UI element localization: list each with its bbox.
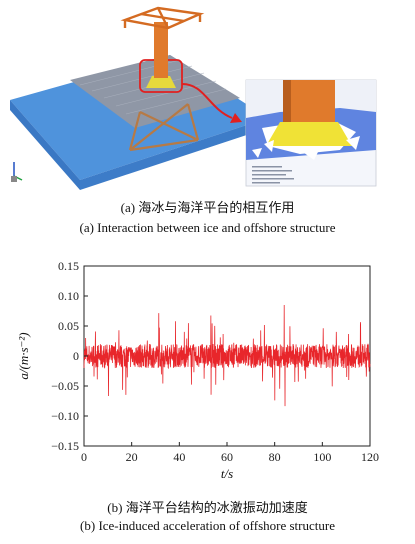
jacket-structure: [128, 103, 200, 152]
platform-column: [154, 22, 168, 78]
figure-a-caption-cn: (a) 海冰与海洋平台的相互作用: [120, 200, 295, 215]
y-axis-label: a/(m·s⁻²): [16, 332, 31, 379]
ice-cone: [146, 76, 176, 88]
acceleration-series-line: [83, 304, 371, 407]
figure-a-caption-en: (a) Interaction between ice and offshore…: [79, 220, 336, 235]
x-tick-label: 60: [221, 450, 233, 464]
sea-block-side: [10, 100, 80, 190]
acceleration-chart: 0.15 0.10 0.05 0 −0.05 −0.10 −0.15 0 20 40 60 80 10…: [16, 259, 379, 481]
x-tick-label: 120: [361, 450, 379, 464]
y-tick-label: 0.15: [58, 259, 79, 273]
zoom-inset: [245, 79, 377, 187]
deck-frame: [120, 6, 205, 30]
y-tick-label: −0.05: [51, 379, 79, 393]
zoom-arrow: [181, 83, 233, 119]
arrow-head-icon: [230, 113, 242, 123]
x-tick-label: 20: [126, 450, 138, 464]
sea-block-front: [80, 118, 268, 190]
figure-b-caption-cn: (b) 海洋平台结构的冰激振动加速度: [107, 500, 308, 515]
y-tick-label: 0.10: [58, 289, 79, 303]
y-tick-label: 0: [73, 349, 79, 363]
x-tick-label: 40: [173, 450, 185, 464]
axis-triad-icon: [11, 162, 23, 182]
x-tick-label: 100: [313, 450, 331, 464]
x-axis-label: t/s: [221, 466, 233, 481]
y-tick-label: −0.15: [51, 439, 79, 453]
x-tick-label: 0: [81, 450, 87, 464]
x-tick-label: 80: [269, 450, 281, 464]
y-tick-label: 0.05: [58, 319, 79, 333]
platform-ice-scene: [10, 6, 377, 190]
figure-b-caption-en: (b) Ice-induced acceleration of offshore…: [80, 518, 335, 533]
y-tick-label: −0.10: [51, 409, 79, 423]
